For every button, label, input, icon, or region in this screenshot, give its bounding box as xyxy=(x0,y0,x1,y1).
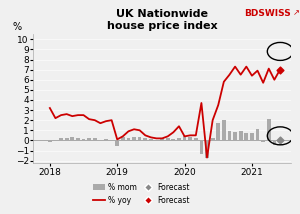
Bar xyxy=(143,138,147,140)
Point xyxy=(278,68,282,71)
Bar xyxy=(272,140,276,146)
Bar xyxy=(121,137,124,140)
Bar xyxy=(233,132,237,140)
Bar xyxy=(267,119,271,140)
Bar xyxy=(228,131,231,140)
Bar xyxy=(194,138,198,140)
Text: BDSWISS: BDSWISS xyxy=(244,9,291,18)
Text: %: % xyxy=(12,22,22,32)
Bar xyxy=(205,140,209,158)
Bar xyxy=(93,138,97,140)
Bar xyxy=(127,138,130,140)
Bar xyxy=(149,139,153,140)
Bar xyxy=(256,129,260,140)
Bar xyxy=(82,139,86,140)
Bar xyxy=(104,139,108,140)
Bar xyxy=(172,139,175,140)
Bar xyxy=(261,140,265,143)
Bar xyxy=(65,138,68,140)
Title: UK Nationwide
house price index: UK Nationwide house price index xyxy=(107,9,217,31)
Bar xyxy=(76,138,80,140)
Text: ↗: ↗ xyxy=(292,8,299,17)
Bar xyxy=(177,138,181,140)
Bar xyxy=(166,138,169,140)
Bar xyxy=(250,133,254,140)
Bar xyxy=(160,138,164,140)
Bar xyxy=(244,133,248,140)
Bar xyxy=(200,140,203,153)
Bar xyxy=(211,138,214,140)
Bar xyxy=(116,140,119,146)
Bar xyxy=(183,136,186,140)
Bar xyxy=(188,137,192,140)
Bar xyxy=(138,137,142,140)
Bar xyxy=(222,120,226,140)
Bar xyxy=(70,137,74,140)
Bar xyxy=(239,131,242,140)
Bar xyxy=(48,140,52,143)
Bar xyxy=(132,137,136,140)
Point xyxy=(278,139,282,142)
Legend: % mom, % yoy, Forecast, Forecast: % mom, % yoy, Forecast, Forecast xyxy=(90,180,193,208)
Bar xyxy=(87,138,91,140)
Bar xyxy=(59,138,63,140)
Bar xyxy=(216,123,220,140)
